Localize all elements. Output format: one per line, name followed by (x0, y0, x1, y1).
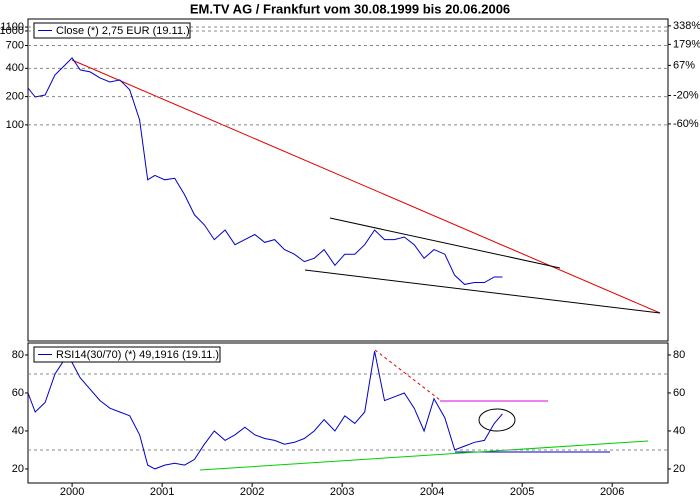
trend-line (374, 349, 441, 401)
price-panel (27, 18, 669, 342)
y-tick-label-right: 80 (673, 349, 685, 361)
y-tick-label: 20 (12, 463, 24, 475)
y-tick-label: 200 (6, 90, 24, 102)
y-tick-label-right: 60 (673, 387, 685, 399)
y2-tick-label: -60% (673, 118, 699, 130)
chart-title: EM.TV AG / Frankfurt vom 30.08.1999 bis … (190, 1, 510, 16)
y2-tick-label: -20% (673, 89, 699, 101)
trend-line (199, 440, 649, 471)
highlight-ellipse (478, 408, 516, 432)
trend-line (329, 217, 561, 269)
y-tick-label: 400 (6, 62, 24, 74)
x-tick-label: 2003 (330, 486, 354, 498)
y2-tick-label: 338% (673, 20, 700, 32)
y-tick-label: 700 (6, 39, 24, 51)
legend-label: RSI14(30/70) (*) 49,1916 (19.11.) (56, 349, 219, 361)
trend-line (71, 59, 661, 314)
x-tick-label: 2004 (420, 486, 444, 498)
y-tick-label: 80 (12, 349, 24, 361)
y2-tick-label: 179% (673, 38, 700, 50)
y-tick-label: 40 (12, 425, 24, 437)
y-tick-label: 1000 (0, 25, 24, 37)
x-tick-label: 2002 (240, 486, 264, 498)
data-line (27, 57, 503, 285)
y-tick-label-right: 40 (673, 425, 685, 437)
y-tick-label: 1100 (0, 21, 24, 33)
x-tick-label: 2005 (510, 486, 534, 498)
x-tick-label: 2006 (600, 486, 624, 498)
trend-line (304, 269, 661, 314)
legend-label: Close (*) 2,75 EUR (19.11.) (56, 25, 190, 37)
legend-box (33, 22, 191, 39)
legend-box (33, 346, 221, 363)
x-tick-label: 2001 (150, 486, 174, 498)
data-line (27, 351, 503, 470)
y2-tick-label: 67% (673, 59, 695, 71)
y-tick-label: 100 (6, 119, 24, 131)
x-tick-label: 2000 (60, 486, 84, 498)
y-tick-label: 60 (12, 387, 24, 399)
rsi-panel (27, 342, 669, 484)
y-tick-label-right: 20 (673, 463, 685, 475)
